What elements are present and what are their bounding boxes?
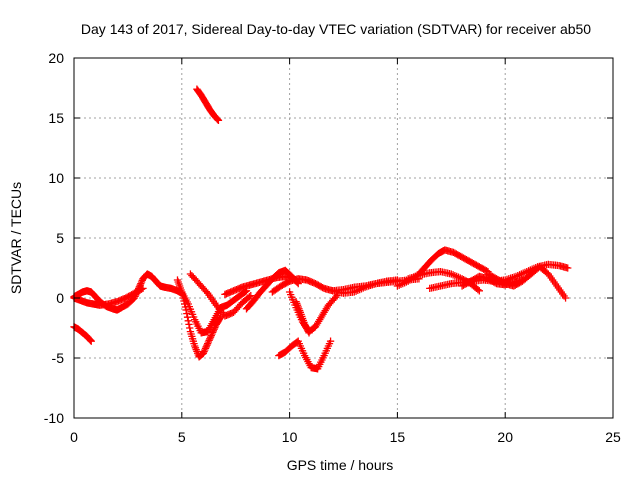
y-tick-label: -5	[52, 350, 65, 366]
x-tick-label: 15	[390, 429, 406, 445]
y-tick-label: -10	[44, 410, 64, 426]
series-arc-a	[70, 270, 186, 314]
data-point	[326, 337, 335, 345]
data-point	[475, 287, 483, 295]
data-point	[182, 306, 190, 314]
x-tick-label: 20	[497, 429, 513, 445]
series-arc-s	[458, 272, 527, 290]
chart-title: Day 143 of 2017, Sidereal Day-to-day VTE…	[81, 21, 591, 37]
data-point	[139, 284, 147, 293]
x-tick-labels: 0 5 10 15 20 25	[70, 429, 621, 445]
data-point	[561, 294, 570, 302]
y-axis-label: SDTVAR / TECUs	[8, 182, 24, 294]
data-point	[518, 276, 527, 284]
data-point	[183, 309, 191, 318]
data-point	[333, 291, 341, 300]
series-arc-f	[178, 287, 251, 337]
data-point	[186, 324, 194, 332]
series-arc-l	[292, 297, 313, 337]
series-arc-k	[285, 288, 341, 336]
series-arc-d	[193, 85, 223, 125]
data-point	[247, 291, 255, 300]
data-point	[184, 317, 192, 325]
y-tick-labels: -10 -5 0 5 10 15 20	[44, 50, 64, 426]
series-arc-g	[186, 270, 255, 320]
x-tick-label: 25	[605, 429, 621, 445]
data-point	[214, 116, 223, 125]
data-point	[214, 115, 222, 124]
x-tick-label: 0	[70, 429, 78, 445]
x-axis-label: GPS time / hours	[287, 457, 394, 473]
data-points	[70, 85, 572, 373]
data-point	[185, 320, 193, 329]
series-arc-o	[393, 246, 492, 290]
y-tick-label: 5	[56, 230, 64, 246]
data-point	[183, 313, 192, 321]
data-point	[87, 337, 95, 345]
y-tick-label: 0	[56, 290, 64, 306]
axis-ticks	[73, 57, 614, 419]
data-point	[564, 264, 572, 272]
series-arc-j	[275, 337, 335, 373]
grid	[74, 58, 613, 418]
x-tick-label: 5	[178, 429, 186, 445]
data-point	[86, 336, 95, 345]
y-tick-label: 20	[48, 50, 64, 66]
y-tick-label: 15	[48, 110, 64, 126]
x-tick-label: 10	[282, 429, 298, 445]
series-arc-b	[70, 323, 95, 345]
series-arc-c	[70, 284, 147, 309]
data-point	[216, 314, 224, 323]
data-point	[305, 329, 313, 337]
y-tick-label: 10	[48, 170, 64, 186]
